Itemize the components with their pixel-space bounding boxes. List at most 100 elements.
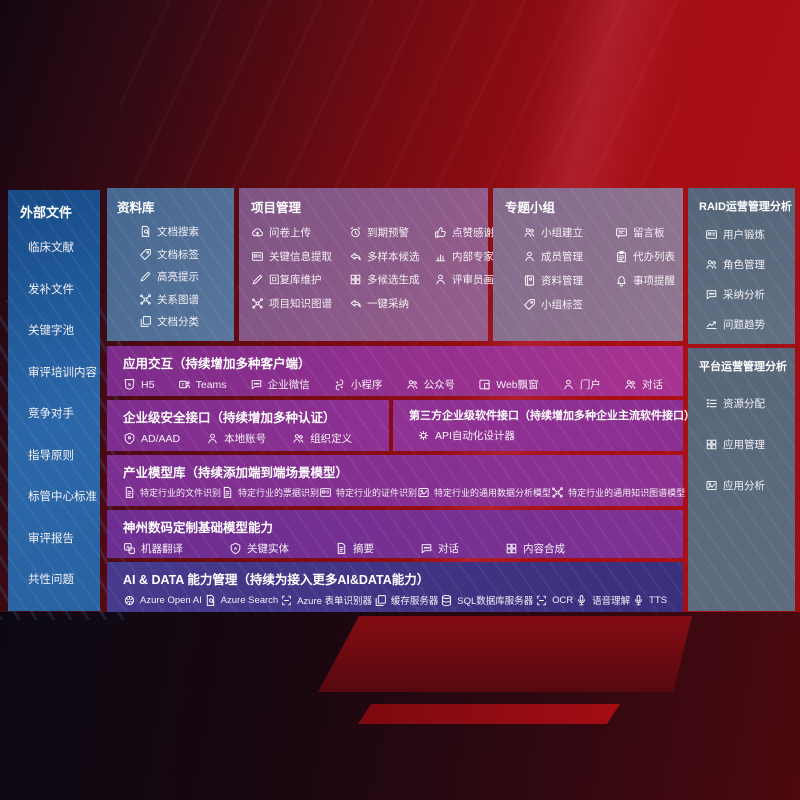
platform-analytics-panel: 平台运营管理分析 资源分配 应用管理 应用分析 <box>688 348 795 611</box>
app-interaction-band: 应用交互（持续增加多种客户端） H5 Teams 企业微信 小程序 <box>107 346 683 396</box>
client-item: Web飘窗 <box>478 377 539 392</box>
panel-title: RAID运营管理分析 <box>699 201 792 213</box>
tag-icon <box>139 248 152 261</box>
band-title: 神州数码定制基础模型能力 <box>123 521 274 535</box>
panel-title: 平台运营管理分析 <box>699 361 787 373</box>
image-icon <box>705 479 718 492</box>
person-icon <box>434 273 447 286</box>
person-icon <box>562 378 575 391</box>
gear-icon <box>417 429 430 442</box>
monitor-stand-base <box>358 704 620 724</box>
model-item: 特定行业的文件识别 <box>123 486 221 499</box>
list-item: 角色管理 <box>705 257 795 272</box>
list-item: 文档标签 <box>139 247 224 262</box>
sidebar-item: 共性问题 <box>28 574 74 586</box>
grid4-icon <box>349 273 362 286</box>
client-item: 公众号 <box>406 377 455 392</box>
client-item: 小程序 <box>333 377 382 392</box>
bbs-icon <box>615 226 628 239</box>
model-item: 特定行业的票据识别 <box>221 486 319 499</box>
card-icon <box>705 228 718 241</box>
sidebar-item: 临床文献 <box>28 242 74 254</box>
list-item: 文档分类 <box>139 314 224 329</box>
sidebar-item: 标管中心标准 <box>28 491 97 503</box>
reply-icon <box>349 250 362 263</box>
list-item: 一键采纳 <box>349 296 434 311</box>
clipboard-icon <box>615 250 628 263</box>
service-item: Azure Open AI <box>123 594 202 607</box>
capability-item: 对话 <box>420 541 459 556</box>
card-icon <box>251 250 264 263</box>
list-item: 多候选生成 <box>349 272 434 287</box>
list-item: 采纳分析 <box>705 287 795 302</box>
list-item: 文档搜索 <box>139 224 224 239</box>
list-item: 用户锻炼 <box>705 227 795 242</box>
people-icon <box>705 258 718 271</box>
list-item: 成员管理 <box>523 249 615 264</box>
auth-item: 本地账号 <box>206 431 266 446</box>
library-panel: 资料库 文档搜索 文档标签 高亮提示 关系图谱 <box>107 188 234 341</box>
client-item: 对话 <box>624 377 663 392</box>
list-item: 应用分析 <box>705 478 795 493</box>
entity-icon <box>229 542 242 555</box>
list-icon <box>705 397 718 410</box>
list-item: 关系图谱 <box>139 292 224 307</box>
monitor-stand-shape <box>318 616 692 692</box>
thumb-icon <box>434 226 447 239</box>
teams-icon <box>178 378 191 391</box>
people-icon <box>523 226 536 239</box>
list-item: 小组建立 <box>523 225 615 240</box>
cloud-up-icon <box>251 226 264 239</box>
model-item: 特定行业的通用知识图谱模型 <box>551 486 685 499</box>
list-item: 多样本候选 <box>349 249 434 264</box>
auth-item: 组织定义 <box>292 431 352 446</box>
browser-icon <box>478 378 491 391</box>
list-item: 事项提醒 <box>615 273 675 288</box>
database-icon <box>440 594 453 607</box>
shield-icon <box>123 432 136 445</box>
service-item: Azure 表单识别器 <box>280 593 372 607</box>
doc-search-icon <box>139 225 152 238</box>
image-icon <box>417 486 430 499</box>
mic-icon <box>632 594 645 607</box>
list-item: 资料管理 <box>523 273 615 288</box>
client-item: H5 <box>123 378 154 391</box>
people-icon <box>406 378 419 391</box>
book-icon <box>523 274 536 287</box>
capability-item: 关键实体 <box>229 541 289 556</box>
card-icon <box>319 486 332 499</box>
grid4-icon <box>705 438 718 451</box>
doc-lines-icon <box>123 486 136 499</box>
service-item: OCR <box>535 594 573 607</box>
band-title: 第三方企业级软件接口（持续增加多种企业主流软件接口） <box>409 410 695 422</box>
brackets-icon <box>535 594 548 607</box>
list-item: 应用管理 <box>705 437 795 452</box>
external-files-panel: 外部文件 临床文献 发补文件 关键字池 审评培训内容 竞争对手 指导原则 <box>8 190 100 611</box>
people-icon <box>624 378 637 391</box>
sidebar-item: 审评培训内容 <box>28 366 97 379</box>
band-title: 产业模型库（持续添加端到端场景模型） <box>123 466 349 480</box>
doc-search-icon <box>204 594 217 607</box>
doc-lines-icon <box>221 486 234 499</box>
people-icon <box>292 432 305 445</box>
service-item: Azure Search <box>204 594 278 607</box>
list-item: 回复库维护 <box>251 272 349 287</box>
list-item: 留言板 <box>615 225 675 240</box>
band-title: 企业级安全接口（持续增加多种认证） <box>123 411 336 425</box>
sidebar-item: 指导原则 <box>28 449 74 462</box>
service-item: TTS <box>632 594 667 607</box>
ai-data-band: AI & DATA 能力管理（持续为接入更多AI&DATA能力） Azure O… <box>107 562 683 612</box>
capability-item: 摘要 <box>335 541 374 556</box>
project-management-panel: 项目管理 问卷上传 到期预警 点赞感谢 关键信息提取 <box>239 188 515 341</box>
sidebar-item: 发补文件 <box>28 283 74 296</box>
translate-icon <box>123 542 136 555</box>
special-groups-panel: 专题小组 小组建立 留言板 成员管理 代办列表 <box>493 188 683 341</box>
docs-icon <box>139 315 152 328</box>
reply-icon <box>349 297 362 310</box>
h5-icon <box>123 378 136 391</box>
person-icon <box>206 432 219 445</box>
brackets-icon <box>280 594 293 607</box>
sidebar-item: 竞争对手 <box>28 408 74 420</box>
scurve-icon <box>333 378 346 391</box>
list-item: 问卷上传 <box>251 225 349 240</box>
